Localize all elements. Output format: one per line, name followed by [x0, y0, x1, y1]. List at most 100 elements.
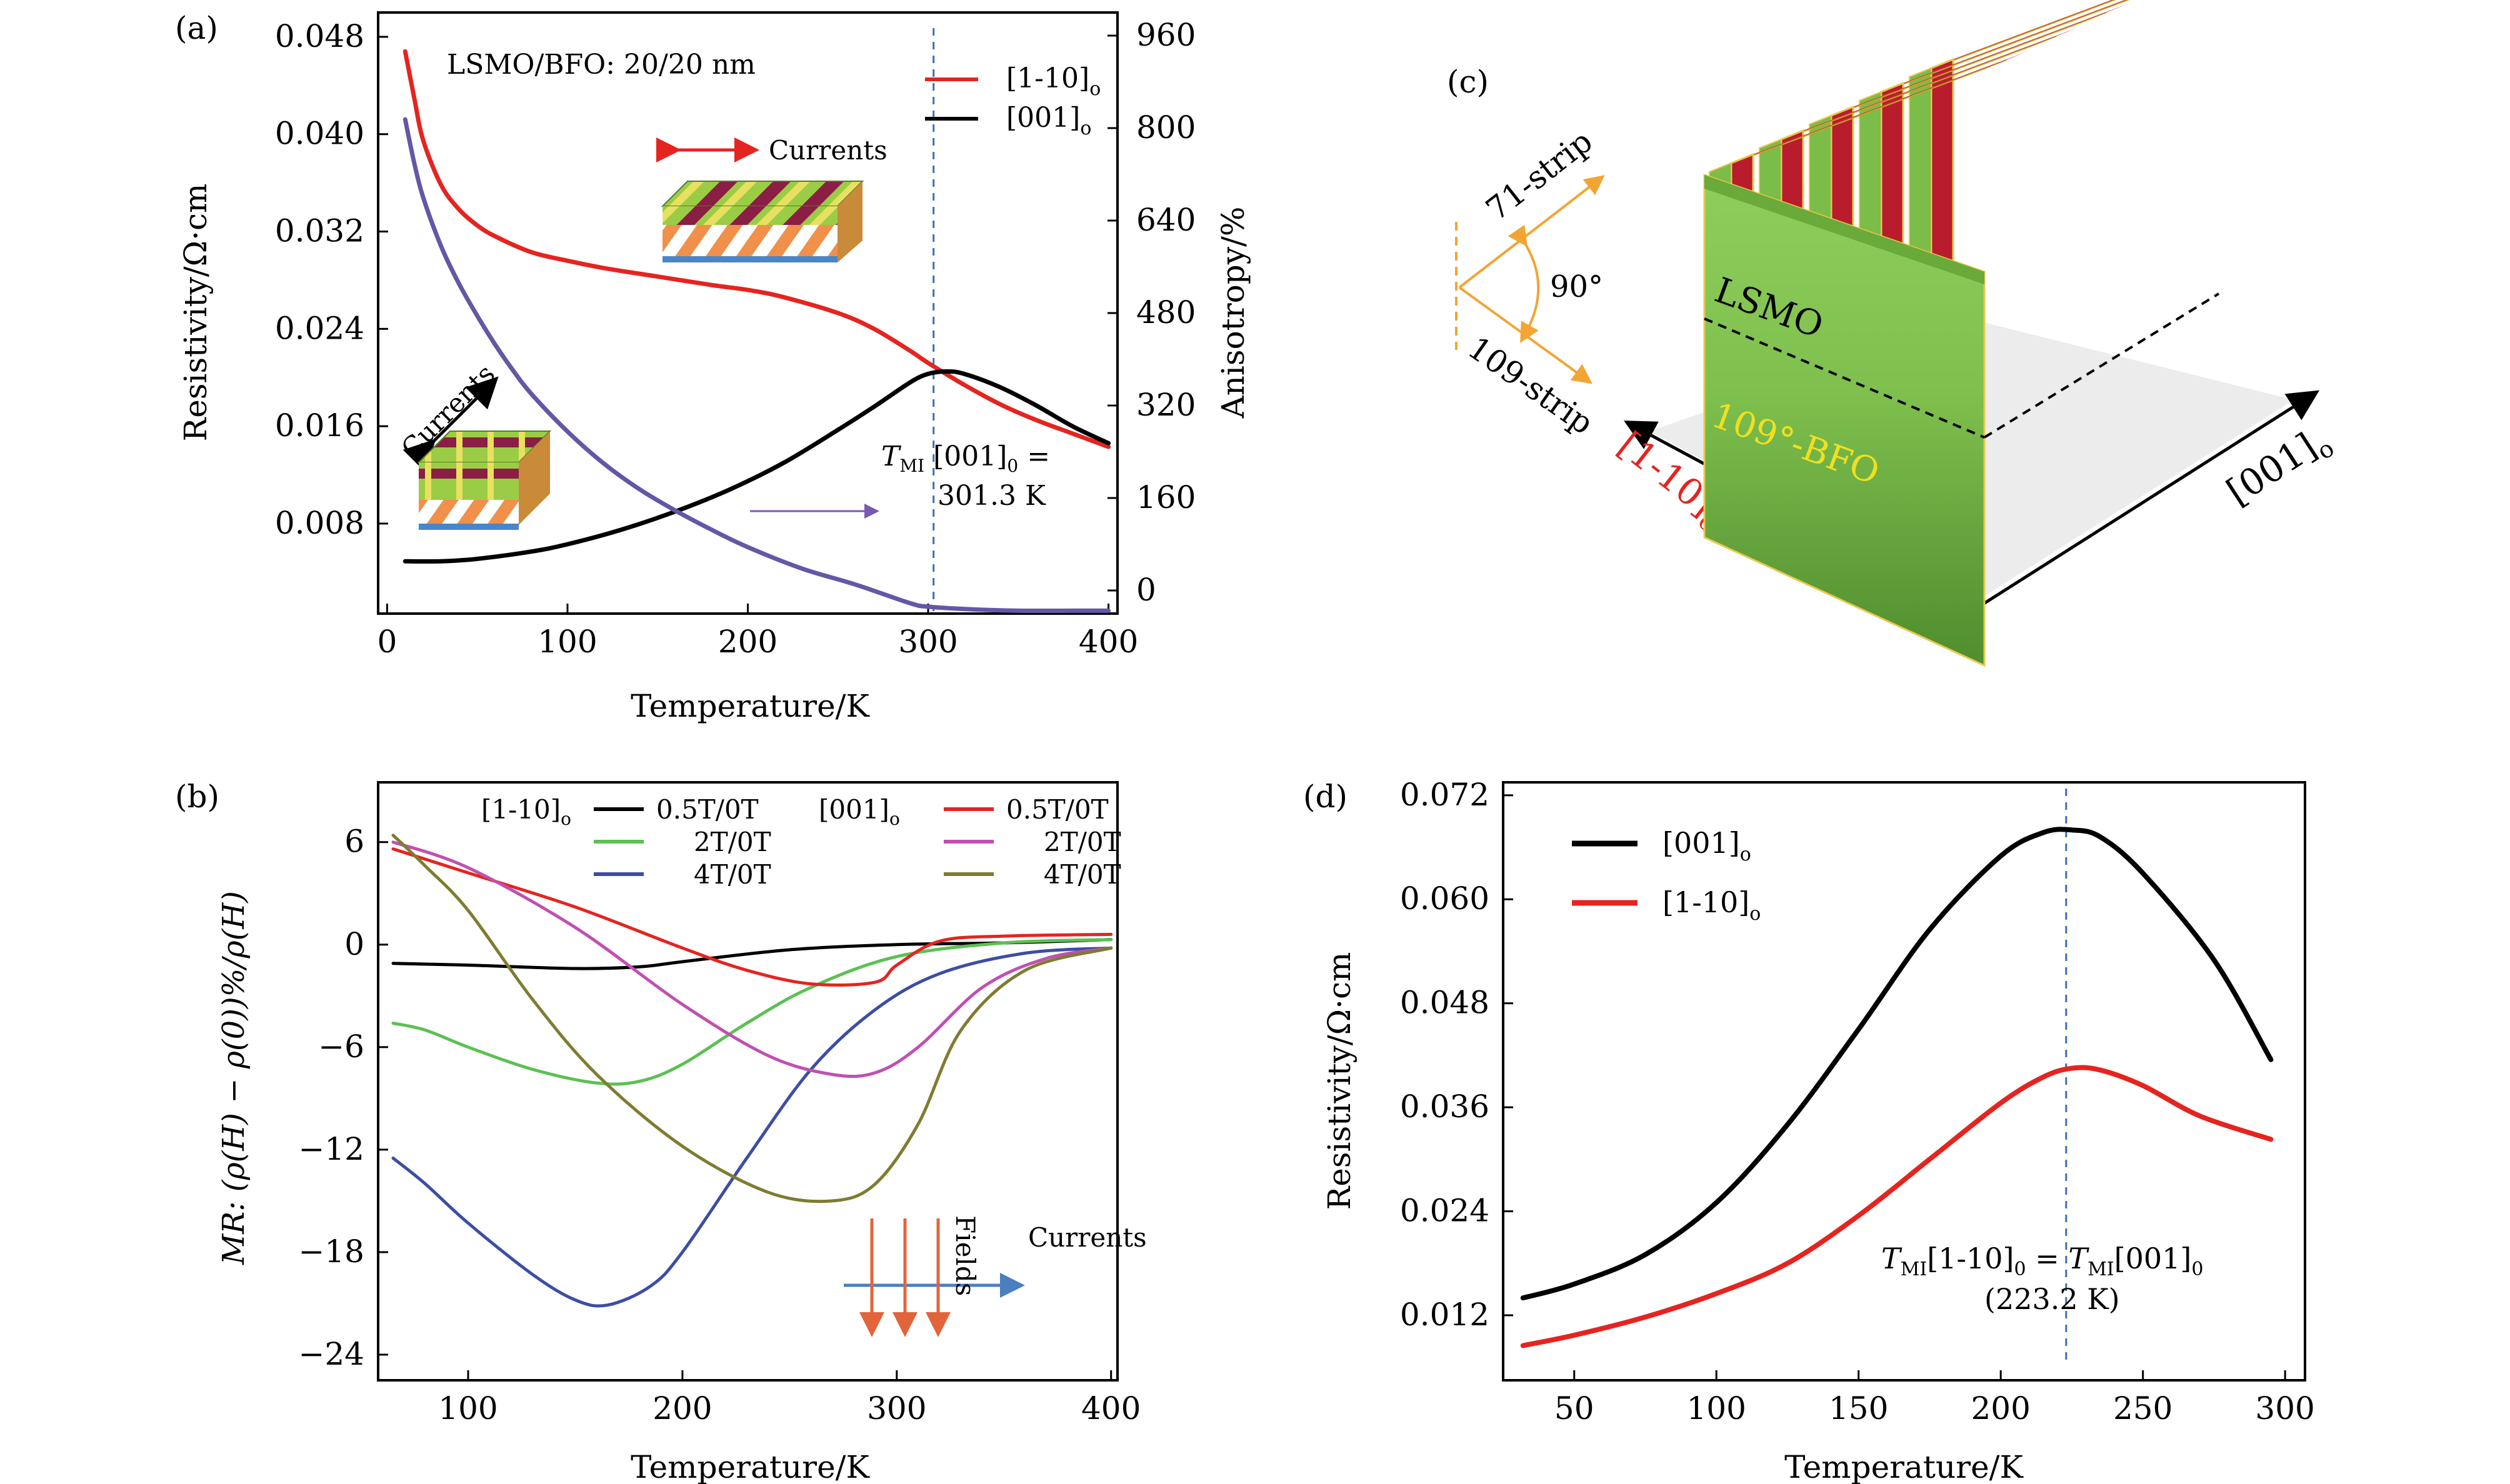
chart-b-series-line-3 [391, 946, 1113, 1308]
chart-a-ytick-label: 0.032 [275, 213, 364, 249]
chart-b-xtick-label: 400 [1081, 1390, 1141, 1427]
chart-d-xtick-label: 100 [1687, 1390, 1746, 1427]
chart-d-series-line-1 [1520, 827, 2274, 1301]
chart-b-series-line-5 [391, 840, 1113, 1078]
chart-d-series-line-2 [1520, 1065, 2274, 1348]
chart-b-legend-label: 2T/0T [1044, 827, 1121, 857]
chart-a-y2tick-label: 320 [1136, 387, 1196, 423]
chart-b-series-line-6 [391, 834, 1113, 1203]
chart-a-inset-chevron: Currents [656, 135, 888, 262]
chart-b-fields-label: Fields [950, 1215, 981, 1296]
chart-b-ytick-label: −18 [298, 1233, 364, 1270]
chart-d-xtick-label: 150 [1829, 1390, 1888, 1427]
diagram-c-angle-label: 90° [1550, 269, 1603, 304]
panel-label-b: (b) [175, 779, 219, 815]
chart-b-ylabel: MR: (ρ(H) − ρ(0))%/ρ(H) [216, 891, 251, 1265]
chart-a-xtick-label: 200 [718, 624, 778, 660]
chart-b-ytick-label: −24 [298, 1336, 364, 1372]
chart-b-legend-group-2: [001]o [819, 794, 900, 829]
chart-a-series-line-3 [402, 117, 1111, 614]
chart-b-currents-label: Currents [1028, 1222, 1147, 1253]
diagram-c-slab-top-red [1931, 0, 2113, 68]
diagram-c-slab-top-red [1831, 4, 2128, 116]
chart-a-ytick-label: 0.024 [275, 310, 364, 346]
diagram-c-slab-top-red [1781, 27, 2078, 139]
chart-a-ytick-label: 0.048 [275, 18, 364, 54]
chart-d-tmi-label: TMI[1-10]0 = TMI[001]0 [1881, 1242, 2203, 1280]
chart-b-series-line-4 [391, 847, 1113, 987]
chart-a-xtick-label: 0 [378, 624, 398, 660]
chart-b-xtick-label: 100 [438, 1390, 498, 1427]
chart-a-ytick-label: 0.008 [275, 505, 364, 541]
chart-d-xtick-label: 250 [2113, 1390, 2172, 1427]
chart-a-series-line-2 [402, 369, 1111, 564]
chart-b-frame [377, 781, 1119, 1382]
chart-b-legend-label: 4T/0T [1044, 859, 1121, 890]
chart-a-ylabel: Resistivity/Ω·cm [178, 184, 214, 442]
chart-d-xtick-label: 300 [2255, 1390, 2314, 1427]
chart-b-xtick-label: 300 [867, 1390, 926, 1427]
chart-a-y2tick-label: 960 [1136, 17, 1196, 53]
diagram-c-interface-line [1704, 317, 1985, 439]
diagram-c-71-label: 71-strip [1479, 123, 1599, 228]
chart-a-xtick-label: 100 [538, 624, 597, 660]
chart-a-series-line-1 [402, 49, 1111, 449]
chart-a-inset-currents-label-1: Currents [769, 135, 888, 166]
chart-a-legend-label-1: [1-10]o [1006, 62, 1101, 100]
chart-a: 0 100 200 300 400 0.008 0.016 0.024 0.032 0.040 0.… [178, 11, 1251, 724]
chart-d-frame [1502, 781, 2306, 1382]
chart-b-ytick-label: −12 [298, 1131, 364, 1167]
chart-b: 100 200 300 400 6 0 −6 −12 −18 −24 [1-10]o [001]o… [216, 781, 1147, 1484]
chart-d-ytick-label: 0.060 [1400, 880, 1489, 917]
panel-label-a: (a) [175, 10, 218, 46]
chart-b-legend-label: 0.5T/0T [1006, 794, 1109, 825]
chart-a-tmi-label: TMI [001]0 = [881, 441, 1050, 476]
chart-b-ytick-label: −6 [318, 1028, 364, 1065]
chart-d-ytick-label: 0.036 [1400, 1088, 1489, 1125]
chart-b-xlabel: Temperature/K [631, 1449, 870, 1484]
chart-d-legend-label-1: [001]o [1662, 826, 1751, 865]
chart-a-ytick-label: 0.016 [275, 407, 364, 444]
chart-d-xtick-label: 50 [1554, 1390, 1594, 1427]
chart-a-tmi-value: 301.3 K [938, 480, 1046, 512]
chart-b-ytick-label: 6 [344, 824, 364, 860]
chart-b-legend-label: 0.5T/0T [656, 794, 759, 825]
diagram-c-axis-right [1974, 390, 2320, 611]
panel-label-d: (d) [1303, 779, 1348, 815]
chart-a-legend-label-2: [001]o [1006, 102, 1091, 139]
chart-d-ylabel: Resistivity/Ω·cm [1321, 952, 1358, 1210]
chart-a-inset-current-arrow-2 [402, 376, 499, 472]
chart-a-y2tick-label: 800 [1136, 109, 1196, 146]
chart-d-ytick-label: 0.024 [1400, 1193, 1489, 1229]
chart-d-xlabel: Temperature/K [1784, 1449, 2024, 1484]
chart-a-y2tick-label: 480 [1136, 294, 1196, 331]
chart-a-xtick-label: 400 [1079, 624, 1138, 660]
chart-a-y2tick-label: 160 [1136, 479, 1196, 515]
chart-d: 50 100 150 200 250 300 0.012 0.024 0.036 0.048 0.0… [1321, 777, 2315, 1484]
chart-d-tmi-value: (223.2 K) [1984, 1282, 2120, 1316]
chart-a-xlabel: Temperature/K [631, 688, 870, 724]
chart-b-ytick-label: 0 [344, 926, 364, 962]
chart-a-y2label: Anisotropy/% [1215, 207, 1251, 419]
chart-a-inset-grid: Currents [395, 358, 552, 530]
chart-d-ytick-label: 0.072 [1400, 777, 1489, 813]
diagram-c-front-top-edge [1704, 175, 1984, 284]
diagram-c-angle-arc [1508, 224, 1540, 343]
diagram-c-slab-top-red [1881, 0, 2126, 92]
chart-b-xtick-label: 200 [652, 1390, 712, 1427]
chart-d-ytick-label: 0.012 [1400, 1297, 1489, 1333]
chart-b-legend-label: 4T/0T [694, 859, 771, 890]
chart-a-xtick-label: 300 [898, 624, 958, 660]
chart-b-legend-label: 2T/0T [694, 827, 771, 857]
diagram-c-front-face [1703, 173, 1986, 667]
diagram-c-109-label: 109-strip [1461, 329, 1600, 441]
chart-d-legend-label-2: [1-10]o [1662, 885, 1761, 925]
chart-b-legend-group-1: [1-10]o [481, 794, 571, 829]
chart-a-annotation: LSMO/BFO: 20/20 nm [447, 49, 756, 81]
chart-a-ytick-label: 0.040 [275, 116, 364, 152]
diagram-c-slab-top-red [1731, 51, 2028, 163]
chart-a-y2tick-label: 640 [1136, 202, 1196, 238]
chart-d-xtick-label: 200 [1971, 1390, 2030, 1427]
